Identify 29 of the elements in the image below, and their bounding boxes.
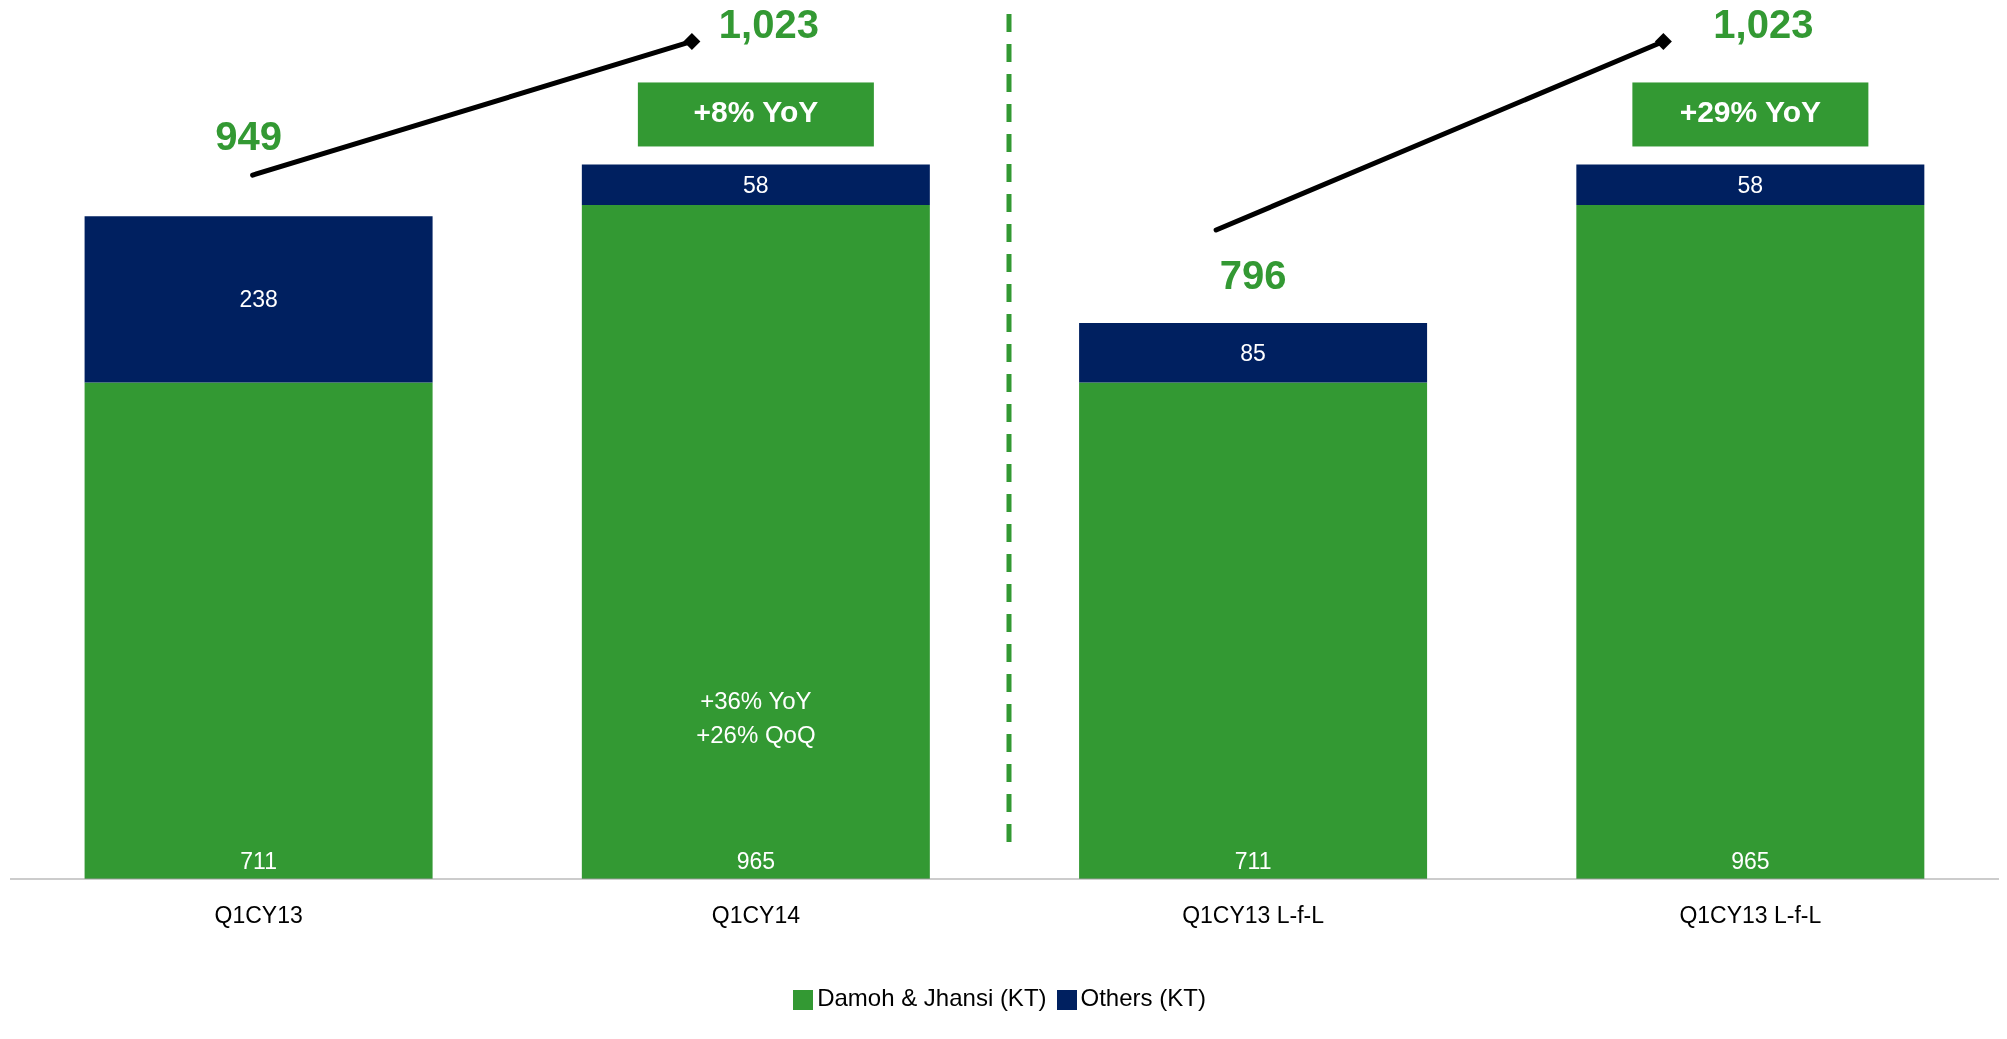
- text: +8% YoY: [693, 95, 819, 129]
- data-label: 965: [1731, 848, 1770, 874]
- total-label: 1,023: [718, 2, 819, 47]
- bar: [581, 164, 930, 205]
- total-label: 1,023: [1713, 2, 1814, 47]
- bar: [84, 216, 433, 383]
- data-label: 965: [736, 848, 776, 874]
- bar: [84, 382, 433, 879]
- bar: [1079, 323, 1428, 383]
- x-tick-label: Q1CY13 L-f-L: [1679, 902, 1822, 929]
- text: +29% YoY: [1679, 95, 1822, 129]
- total-label: 796: [1219, 252, 1287, 297]
- data-label: 58: [743, 171, 769, 198]
- data-label: 711: [240, 848, 277, 874]
- data-label: 85: [1240, 339, 1266, 366]
- total-label: 949: [215, 113, 282, 158]
- bar: [581, 204, 930, 879]
- bar: [1576, 164, 1925, 205]
- x-tick-label: Q1CY13: [214, 902, 303, 929]
- x-tick-label: Q1CY13 L-f-L: [1182, 902, 1325, 929]
- annotation: +36% YoY +26% QoQ: [696, 687, 816, 748]
- x-tick-label: Q1CY14: [711, 902, 801, 929]
- data-label: 238: [239, 286, 278, 313]
- bar: [1576, 204, 1925, 879]
- legend-label: Damoh & Jhansi (KT): [817, 984, 1047, 1011]
- data-label: 711: [1234, 848, 1272, 874]
- bar: [1079, 382, 1428, 879]
- data-label: 58: [1737, 171, 1764, 198]
- legend-label: Others (KT): [1080, 984, 1206, 1011]
